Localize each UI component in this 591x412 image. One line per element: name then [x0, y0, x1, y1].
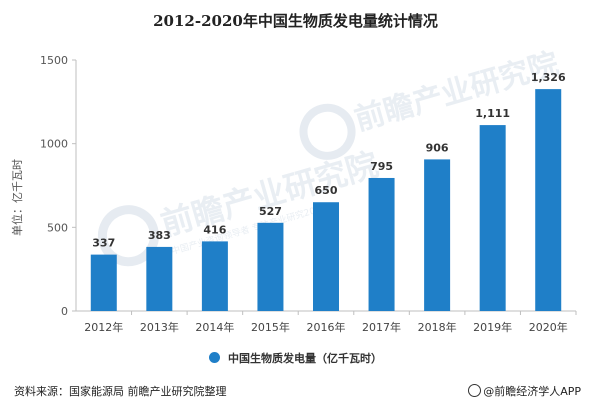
- y-tick-label: 1500: [40, 54, 68, 67]
- chart-title: 2012-2020年中国生物质发电量统计情况: [153, 12, 438, 30]
- y-tick-label: 1000: [40, 138, 68, 151]
- x-tick-label: 2015年: [251, 320, 290, 334]
- y-tick-label: 500: [47, 221, 68, 234]
- x-tick-label: 2017年: [362, 320, 401, 334]
- brand: @前瞻经济学人APP: [468, 383, 581, 399]
- x-tick-label: 2020年: [529, 320, 568, 334]
- data-label: 416: [203, 223, 226, 236]
- footer: 资料来源：国家能源局 前瞻产业研究院整理 @前瞻经济学人APP: [0, 383, 591, 403]
- bar: [201, 241, 228, 311]
- legend-label: 中国生物质发电量（亿千瓦时）: [228, 352, 382, 365]
- x-tick-label: 2018年: [418, 320, 457, 334]
- bar: [424, 159, 451, 311]
- brand-label: @前瞻经济学人APP: [483, 385, 581, 398]
- x-tick-labels: 2012年 2013年 2014年 2015年 2016年 2017年 2018年 2019年…: [84, 320, 567, 334]
- data-label: 337: [92, 237, 115, 250]
- data-label: 527: [259, 205, 282, 218]
- bars: [90, 89, 562, 311]
- bar: [146, 246, 173, 311]
- data-label: 1,111: [475, 107, 510, 120]
- x-tick-label: 2014年: [195, 320, 234, 334]
- data-label: 795: [370, 160, 393, 173]
- bar: [257, 222, 284, 311]
- x-tick-label: 2012年: [84, 320, 123, 334]
- bar: [313, 202, 339, 311]
- bar: [90, 254, 117, 311]
- legend: 中国生物质发电量（亿千瓦时）: [0, 350, 591, 366]
- y-tick-label: 0: [61, 305, 68, 318]
- data-label: 650: [315, 184, 338, 197]
- bar: [368, 177, 395, 311]
- y-tick-labels: 0 500 1000 1500: [40, 54, 68, 318]
- data-label: 1,326: [531, 71, 566, 84]
- data-labels: 337 383 416 527 650 795 906 1,111 1,326: [92, 71, 566, 249]
- x-tick-label: 2019年: [473, 320, 512, 334]
- x-tick-label: 2013年: [140, 320, 179, 334]
- brand-logo-icon: [468, 384, 482, 397]
- data-label: 906: [426, 141, 449, 154]
- source-note: 资料来源：国家能源局 前瞻产业研究院整理: [14, 385, 227, 398]
- bar: [479, 125, 506, 311]
- x-tick-label: 2016年: [307, 320, 346, 334]
- bar: [535, 89, 562, 311]
- legend-marker: [209, 352, 220, 363]
- data-label: 383: [148, 229, 171, 242]
